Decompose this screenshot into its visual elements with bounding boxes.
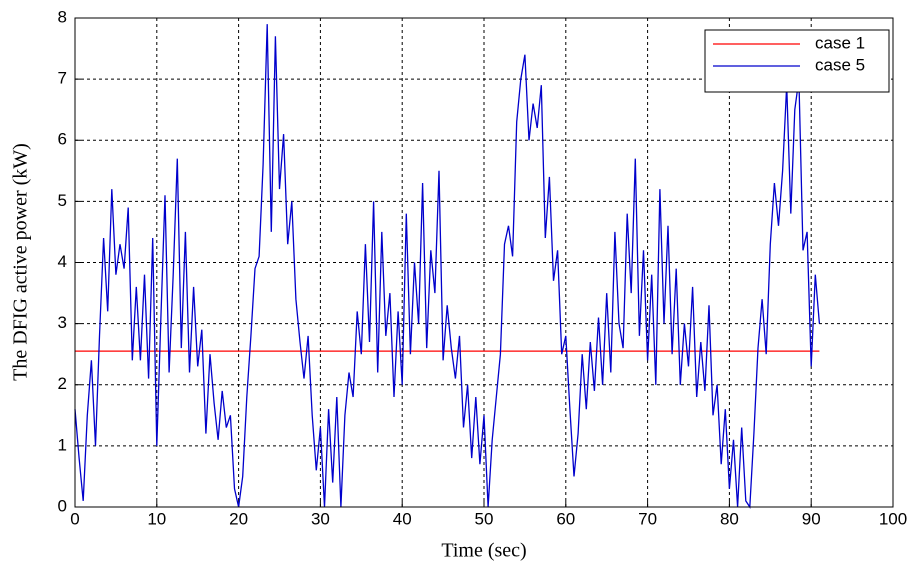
y-tick-label: 0: [58, 496, 67, 515]
x-tick-label: 10: [147, 509, 166, 528]
x-tick-label: 40: [393, 509, 412, 528]
y-tick-label: 3: [58, 313, 67, 332]
legend-label: case 1: [815, 33, 865, 52]
x-tick-label: 50: [475, 509, 494, 528]
x-tick-label: 20: [229, 509, 248, 528]
legend-box: [704, 29, 890, 93]
x-tick-label: 30: [311, 509, 330, 528]
y-tick-label: 6: [58, 130, 67, 149]
x-tick-label: 100: [879, 509, 907, 528]
data-line: [74, 24, 821, 510]
x-tick-label: 0: [70, 509, 79, 528]
y-tick-label: 4: [58, 252, 67, 271]
x-axis-label: Time (sec): [441, 540, 526, 562]
y-tick-label: 2: [58, 374, 67, 393]
x-tick-label: 60: [556, 509, 575, 528]
x-tick-label: 80: [720, 509, 739, 528]
y-axis-label: The DFIG active power (kW): [10, 143, 32, 381]
x-tick-label: 90: [802, 509, 821, 528]
y-tick-label: 8: [58, 7, 67, 26]
x-tick-label: 70: [638, 509, 657, 528]
legend-label: case 5: [815, 55, 865, 74]
y-tick-label: 1: [58, 435, 67, 454]
y-tick-label: 5: [58, 191, 67, 210]
y-tick-label: 7: [58, 69, 67, 88]
plot-frame: [74, 17, 894, 508]
